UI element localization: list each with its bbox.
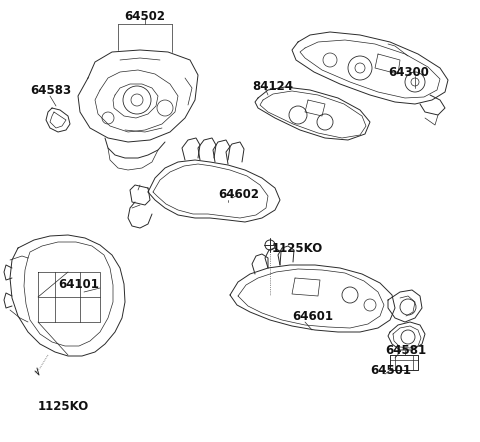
- Text: 64583: 64583: [30, 84, 71, 96]
- Text: 64501: 64501: [370, 363, 411, 377]
- Text: 64581: 64581: [385, 343, 426, 357]
- Text: 64101: 64101: [58, 278, 99, 290]
- Text: 64602: 64602: [218, 188, 259, 202]
- Text: 84124: 84124: [252, 80, 293, 92]
- Text: 1125KO: 1125KO: [38, 400, 89, 412]
- Text: 64502: 64502: [124, 9, 166, 23]
- Text: 64300: 64300: [388, 65, 429, 79]
- Text: 64601: 64601: [292, 309, 333, 323]
- Text: 1125KO: 1125KO: [272, 241, 323, 255]
